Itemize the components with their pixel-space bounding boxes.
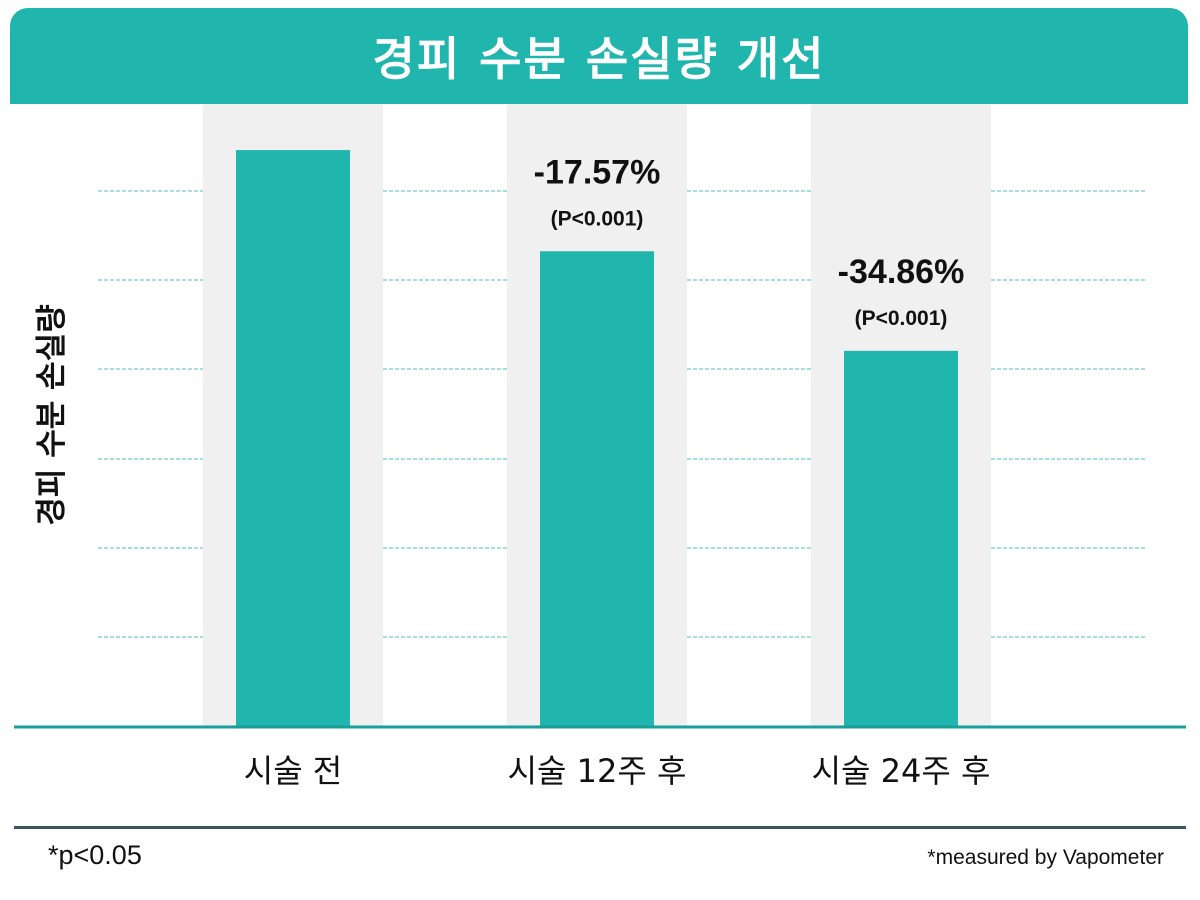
data-label-change: -17.57%: [534, 153, 661, 191]
footnote-significance: *p<0.05: [48, 840, 142, 870]
data-label-pvalue: (P<0.001): [551, 207, 644, 230]
data-label-pvalue: (P<0.001): [855, 307, 948, 330]
bar-3: [844, 350, 958, 726]
chart-title-banner: 경피 수분 손실량 개선: [10, 8, 1188, 104]
y-axis-label: 경피 수분 손실량: [34, 304, 70, 525]
footnote-measurement: *measured by Vapometer: [927, 846, 1164, 869]
bar-2: [540, 251, 654, 726]
x-tick-label: 시술 12주 후: [508, 752, 687, 790]
bar-1: [236, 150, 350, 726]
chart-title: 경피 수분 손실량 개선: [372, 32, 826, 86]
bottom-divider: [14, 826, 1186, 829]
x-tick-label: 시술 전: [244, 752, 343, 790]
data-label-change: -34.86%: [838, 253, 965, 291]
x-tick-label: 시술 24주 후: [812, 752, 991, 790]
